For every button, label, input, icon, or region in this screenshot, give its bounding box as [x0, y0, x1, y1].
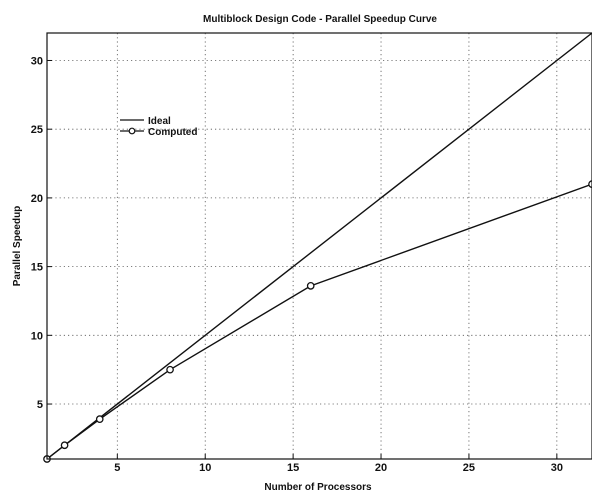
ticks: 5 10 15 20 25 30 5 10 15 20 25 30	[31, 55, 563, 474]
y-tick-label-5: 5	[37, 399, 43, 411]
y-tick-label-10: 10	[31, 330, 43, 342]
y-tick-label-25: 25	[31, 124, 43, 136]
x-tick-label-25: 25	[463, 462, 475, 474]
x-tick-label-20: 20	[375, 462, 387, 474]
y-tick-label-15: 15	[31, 262, 43, 274]
x-axis-label: Number of Processors	[264, 482, 372, 491]
data-point-computed-8	[166, 365, 174, 374]
x-tick-label-10: 10	[199, 462, 211, 474]
legend-computed-label: Computed	[148, 127, 197, 138]
legend-ideal-label: Ideal	[148, 116, 171, 127]
data-point-computed-4	[95, 415, 104, 423]
y-tick-label-30: 30	[31, 55, 43, 67]
grid	[47, 33, 592, 459]
legend-computed-marker	[128, 127, 136, 135]
data-point-computed-16	[306, 282, 315, 290]
chart-title: Multiblock Design Code - Parallel Speedu…	[203, 14, 437, 25]
x-tick-label-15: 15	[287, 462, 299, 474]
y-axis-label: Parallel Speedup	[12, 206, 23, 287]
data-point-computed-2	[60, 441, 69, 450]
series-line-computed	[46, 183, 592, 460]
x-tick-label-5: 5	[114, 462, 120, 474]
plot-frame	[46, 32, 592, 460]
y-tick-label-20: 20	[31, 193, 43, 205]
series	[43, 32, 592, 463]
series-line-ideal	[46, 32, 592, 460]
legend: Ideal Computed	[120, 116, 197, 138]
x-tick-label-30: 30	[551, 462, 563, 474]
